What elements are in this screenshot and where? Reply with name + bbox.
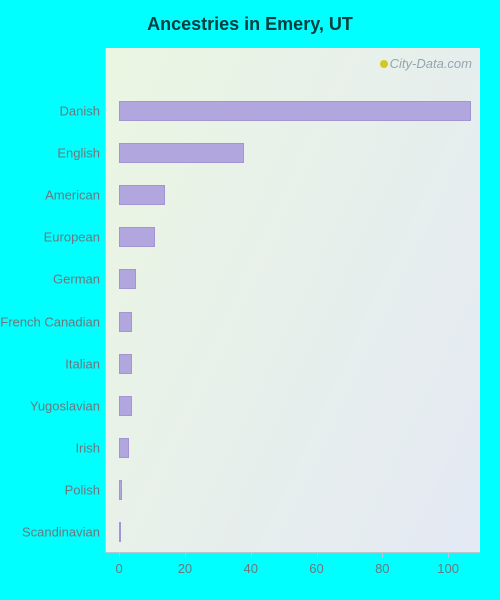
y-axis-label: Irish	[75, 440, 100, 455]
watermark-text: City-Data.com	[390, 56, 472, 71]
bar-row: Irish	[106, 438, 481, 458]
y-axis-label: English	[57, 146, 100, 161]
bar	[119, 354, 132, 374]
x-axis-label: 40	[244, 561, 258, 576]
bar	[119, 227, 155, 247]
y-axis-label: Italian	[65, 356, 100, 371]
bar	[119, 143, 244, 163]
bar	[119, 438, 129, 458]
y-axis-label: German	[53, 272, 100, 287]
bar-row: French Canadian	[106, 312, 481, 332]
x-axis-tick	[185, 552, 186, 558]
bar-row: Scandinavian	[106, 522, 481, 542]
bar-row: European	[106, 227, 481, 247]
bar-row: Polish	[106, 480, 481, 500]
bar	[119, 480, 122, 500]
x-axis-tick	[251, 552, 252, 558]
bar-row: Italian	[106, 354, 481, 374]
watermark-dot-icon	[380, 60, 388, 68]
bar	[119, 269, 135, 289]
y-axis-label: European	[44, 230, 100, 245]
bar	[119, 312, 132, 332]
chart-title: Ancestries in Emery, UT	[0, 0, 500, 35]
bar-row: Yugoslavian	[106, 396, 481, 416]
x-axis-tick	[119, 552, 120, 558]
x-axis-label: 20	[178, 561, 192, 576]
x-axis-tick	[382, 552, 383, 558]
bar-row: English	[106, 143, 481, 163]
y-axis-label: Danish	[60, 104, 100, 119]
bar-row: German	[106, 269, 481, 289]
bar	[119, 396, 132, 416]
x-axis-label: 0	[116, 561, 123, 576]
x-axis-tick	[317, 552, 318, 558]
x-axis-label: 80	[375, 561, 389, 576]
y-axis-label: Polish	[65, 482, 100, 497]
bar	[119, 185, 165, 205]
y-axis-label: Yugoslavian	[30, 398, 100, 413]
x-axis-label: 100	[437, 561, 459, 576]
y-axis-label: American	[45, 188, 100, 203]
x-axis-label: 60	[309, 561, 323, 576]
bar-row: Danish	[106, 101, 481, 121]
bar-row: American	[106, 185, 481, 205]
y-axis-label: Scandinavian	[22, 524, 100, 539]
bar	[119, 522, 121, 542]
plot-area: City-Data.com Danish English American Europ…	[105, 48, 480, 553]
bar	[119, 101, 471, 121]
y-axis-label: French Canadian	[0, 314, 100, 329]
chart-canvas: Ancestries in Emery, UT City-Data.com Da…	[0, 0, 500, 600]
watermark: City-Data.com	[380, 56, 472, 71]
x-axis-tick	[448, 552, 449, 558]
